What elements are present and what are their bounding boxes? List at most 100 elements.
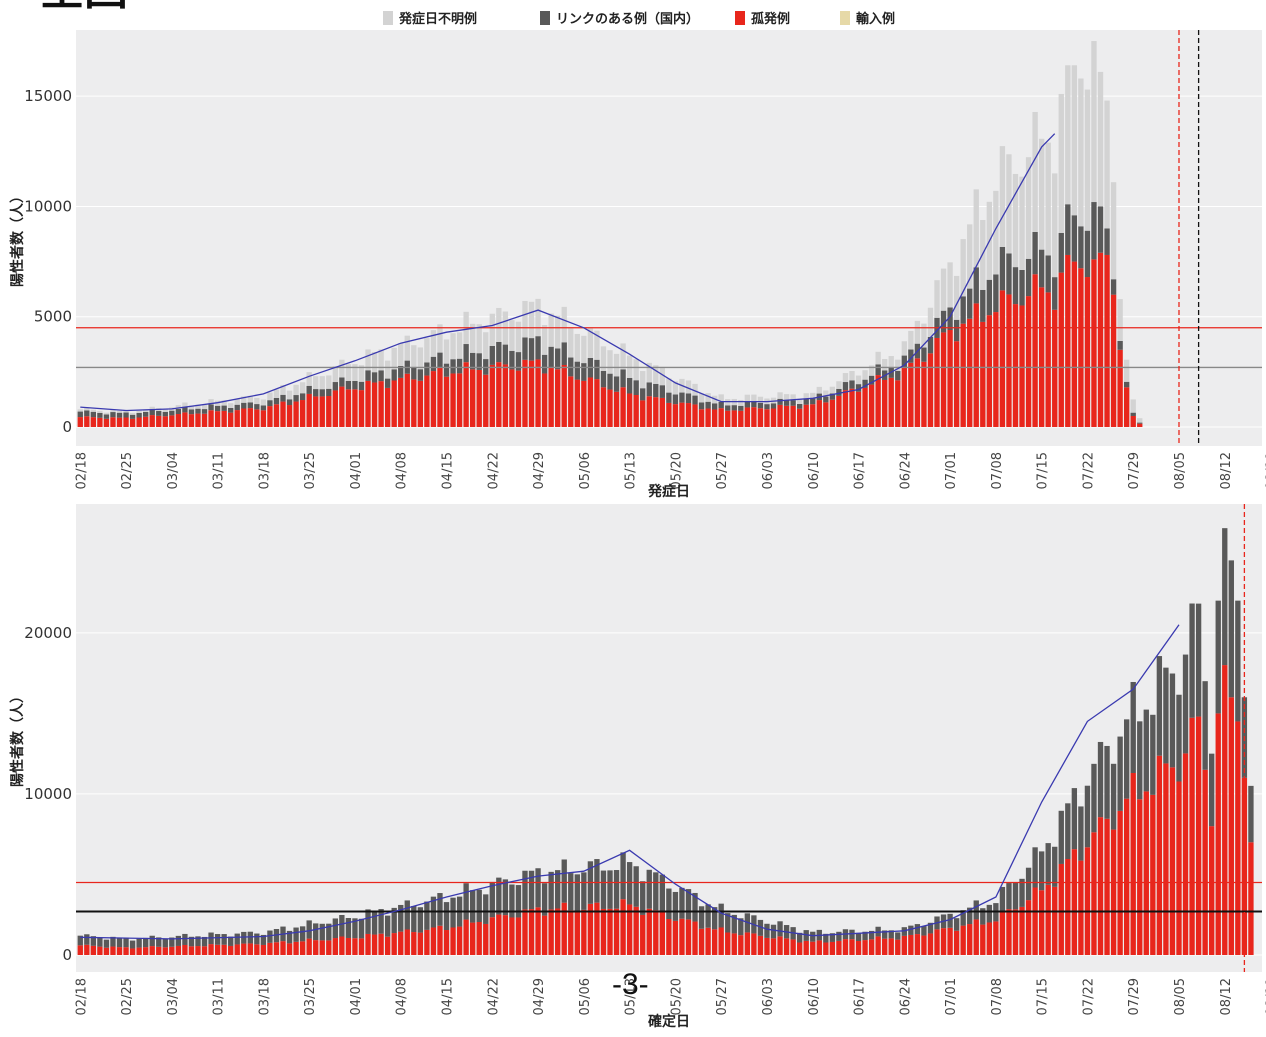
- bar-isolated: [326, 396, 332, 427]
- bar-isolated: [836, 940, 842, 955]
- bar-unknown: [1019, 176, 1025, 270]
- bar-linked: [378, 370, 384, 382]
- bar-isolated: [914, 358, 921, 427]
- bar-isolated: [470, 922, 476, 955]
- bar-linked: [1124, 719, 1130, 799]
- bar-isolated: [934, 929, 940, 955]
- bar-isolated: [286, 405, 293, 427]
- bar-linked: [77, 411, 83, 418]
- bar-linked: [568, 873, 574, 911]
- bar-linked: [561, 342, 567, 365]
- bar-unknown: [541, 324, 548, 355]
- bar-linked: [247, 931, 253, 944]
- bar-isolated: [398, 931, 404, 955]
- bar-unknown: [1097, 71, 1104, 207]
- bar-unknown: [1071, 65, 1078, 216]
- bar-linked: [581, 363, 587, 381]
- bar-unknown: [555, 315, 561, 349]
- bar-isolated: [1137, 799, 1143, 955]
- moving-average-line: [80, 624, 1180, 940]
- bar-unknown: [626, 355, 633, 378]
- bar-isolated: [842, 390, 849, 427]
- bar-isolated: [908, 934, 914, 955]
- bar-isolated: [1189, 717, 1195, 955]
- bar-isolated: [862, 387, 868, 427]
- bar-linked: [600, 870, 607, 909]
- bar-isolated: [1084, 277, 1091, 427]
- bar-isolated: [280, 941, 286, 955]
- bar-isolated: [424, 375, 430, 427]
- bar-linked: [810, 398, 816, 405]
- bar-isolated: [711, 409, 718, 427]
- bar-isolated: [541, 373, 548, 427]
- bar-isolated: [463, 919, 469, 955]
- bar-isolated: [1124, 387, 1130, 427]
- bar-isolated: [306, 393, 312, 427]
- bar-linked: [980, 289, 986, 322]
- y-tick-label: 10000: [24, 785, 72, 803]
- bar-isolated: [123, 947, 129, 955]
- bar-isolated: [365, 933, 371, 955]
- bar-isolated: [751, 407, 757, 427]
- bar-linked: [1097, 206, 1104, 253]
- bar-unknown: [640, 371, 646, 389]
- bar-isolated: [842, 939, 849, 955]
- bar-unknown: [129, 412, 136, 415]
- bar-linked: [953, 319, 960, 342]
- bar-isolated: [685, 403, 692, 427]
- bar-isolated: [620, 387, 626, 427]
- bar-isolated: [149, 946, 155, 955]
- bar-isolated: [1143, 791, 1149, 955]
- bar-linked: [450, 359, 456, 374]
- bar-isolated: [1038, 890, 1045, 955]
- bar-unknown: [653, 365, 659, 384]
- bar-unknown: [188, 405, 195, 410]
- x-tick-label: 05/06: [578, 978, 593, 1015]
- bar-isolated: [384, 936, 391, 955]
- bar-isolated: [738, 410, 744, 427]
- bar-unknown: [339, 359, 345, 378]
- bar-linked: [751, 401, 757, 408]
- bar-unknown: [561, 306, 567, 343]
- bar-isolated: [653, 397, 659, 427]
- bar-unknown: [352, 364, 358, 381]
- bar-linked: [1025, 867, 1032, 901]
- bar-linked: [103, 939, 110, 948]
- bar-linked: [404, 900, 410, 930]
- bar-linked: [496, 877, 502, 915]
- bar-linked: [313, 923, 319, 941]
- bar-linked: [901, 927, 907, 936]
- bar-linked: [1097, 741, 1104, 818]
- bar-unknown: [973, 189, 979, 268]
- x-tick-label: 04/01: [349, 978, 364, 1015]
- bar-linked: [247, 402, 253, 409]
- x-tick-label: 05/20: [669, 978, 684, 1015]
- bar-isolated: [332, 938, 338, 955]
- bar-linked: [561, 859, 567, 903]
- bar-linked: [705, 401, 711, 409]
- bar-isolated: [607, 389, 613, 427]
- bar-unknown: [607, 350, 613, 374]
- bar-unknown: [313, 376, 319, 390]
- bar-isolated: [430, 927, 437, 955]
- bar-isolated: [574, 910, 580, 955]
- x-tick-label: 07/08: [990, 978, 1005, 1015]
- bar-linked: [711, 907, 718, 930]
- bar-isolated: [90, 945, 97, 955]
- bar-isolated: [587, 903, 594, 955]
- bar-isolated: [692, 404, 698, 427]
- bar-unknown: [162, 408, 168, 412]
- bar-linked: [221, 405, 227, 411]
- bar-isolated: [698, 928, 705, 955]
- bar-linked: [698, 906, 705, 929]
- bar-isolated: [875, 375, 881, 427]
- bar-isolated: [110, 946, 116, 955]
- bar-linked: [535, 336, 541, 360]
- bar-isolated: [1104, 818, 1110, 955]
- bar-unknown: [195, 404, 201, 409]
- bar-linked: [528, 870, 535, 910]
- bar-unknown: [398, 343, 404, 366]
- bar-isolated: [868, 384, 875, 427]
- bar-isolated: [1006, 909, 1012, 955]
- bar-linked: [803, 398, 809, 405]
